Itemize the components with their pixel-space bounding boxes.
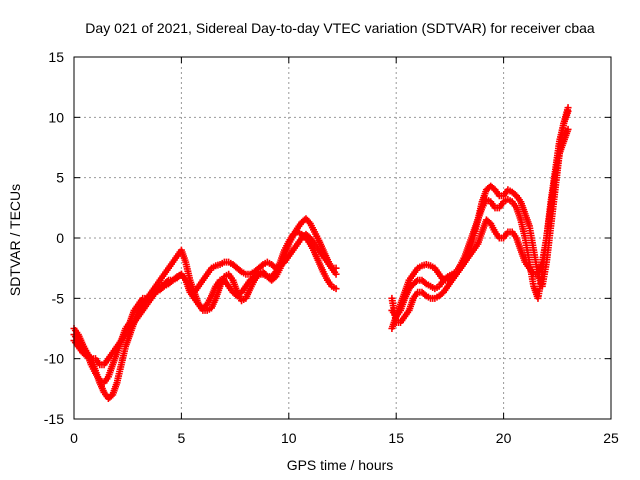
data-point [81, 351, 89, 359]
data-point [332, 264, 340, 272]
data-point [564, 107, 572, 115]
x-tick-label: 20 [496, 430, 512, 446]
series-segment-6 [388, 125, 572, 326]
data-point [236, 267, 244, 275]
data-points [70, 104, 572, 402]
data-point [332, 285, 340, 293]
data-point [421, 291, 429, 299]
x-tick-label: 5 [178, 430, 186, 446]
x-tick-label: 15 [388, 430, 404, 446]
y-tick-label: -15 [44, 411, 64, 427]
data-point [258, 262, 266, 270]
series-segment-5 [388, 107, 572, 320]
y-tick-label: 5 [56, 170, 64, 186]
y-tick-label: 15 [48, 49, 64, 65]
data-point [163, 277, 171, 285]
x-tick-label: 10 [281, 430, 297, 446]
data-point [412, 277, 420, 285]
y-tick-label: -10 [44, 351, 64, 367]
series-segment-3 [70, 230, 340, 369]
axis-ticks: 0 5 10 15 20 25 -15 -10 -5 0 5 10 15 [44, 49, 619, 446]
data-point [332, 270, 340, 278]
chart-title: Day 021 of 2021, Sidereal Day-to-day VTE… [85, 20, 595, 36]
data-point [421, 279, 429, 287]
y-tick-label: 0 [56, 230, 64, 246]
x-tick-label: 25 [603, 430, 619, 446]
x-tick-label: 0 [70, 430, 78, 446]
series-segment-2 [70, 228, 340, 387]
y-axis-label: SDTVAR / TECUs [7, 184, 23, 296]
data-point [564, 125, 572, 133]
data-point [442, 274, 450, 282]
y-tick-label: -5 [52, 290, 65, 306]
y-tick-label: 10 [48, 109, 64, 125]
x-axis-label: GPS time / hours [287, 457, 394, 473]
